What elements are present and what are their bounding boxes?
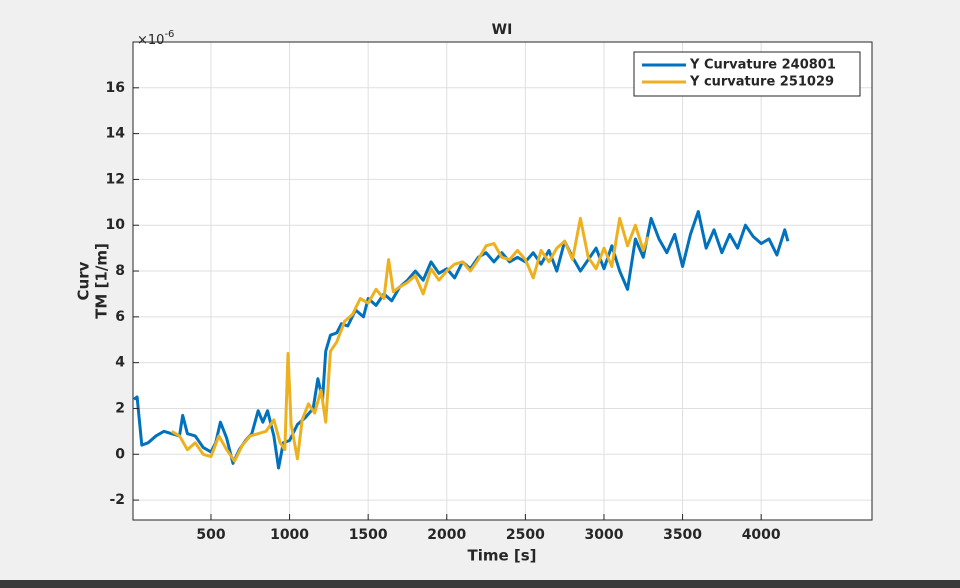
legend-label: Y Curvature 240801 (689, 58, 836, 73)
y-tick-label: 12 (106, 171, 125, 187)
series-line (170, 216, 650, 463)
axes-box (132, 41, 873, 521)
y-tick-label: 10 (106, 217, 126, 233)
y-tick-label: 2 (115, 400, 125, 416)
x-axis-label: Time [s] (467, 547, 536, 565)
y-tick-label: -2 (109, 492, 125, 508)
grid (133, 42, 872, 520)
y-tick-label: 0 (115, 446, 125, 462)
y-tick-label: 14 (106, 126, 126, 142)
x-tick-label: 2500 (506, 527, 545, 543)
y-axis-label: Curv (75, 261, 93, 300)
x-tick-label: 1500 (349, 527, 388, 543)
exponent-power: -6 (164, 29, 174, 40)
legend-box (633, 51, 861, 97)
exponent-base: ×10 (137, 33, 164, 48)
y-tick-label: 16 (106, 80, 125, 96)
y-tick-label: 6 (115, 309, 125, 325)
x-tick-label: 4000 (742, 527, 781, 543)
plot-area (133, 42, 872, 520)
x-tick-label: 3000 (584, 527, 623, 543)
y-tick-label: 4 (115, 355, 125, 371)
legend: Y Curvature 240801 Y curvature 251029 (633, 51, 861, 97)
x-tick-label: 1000 (270, 527, 309, 543)
chart-title: WI (492, 22, 513, 38)
x-tick-label: 3500 (663, 527, 702, 543)
bottom-bar (0, 580, 960, 588)
series-line (133, 209, 790, 470)
legend-label: Y curvature 251029 (689, 75, 834, 90)
y-exponent: ×10-6 (137, 29, 174, 48)
lines (133, 209, 790, 470)
y-axis-label: TM [1/m] (93, 243, 111, 319)
y-tick-label: 8 (115, 263, 125, 279)
x-tick-label: 2000 (427, 527, 466, 543)
x-tick-label: 500 (196, 527, 225, 543)
